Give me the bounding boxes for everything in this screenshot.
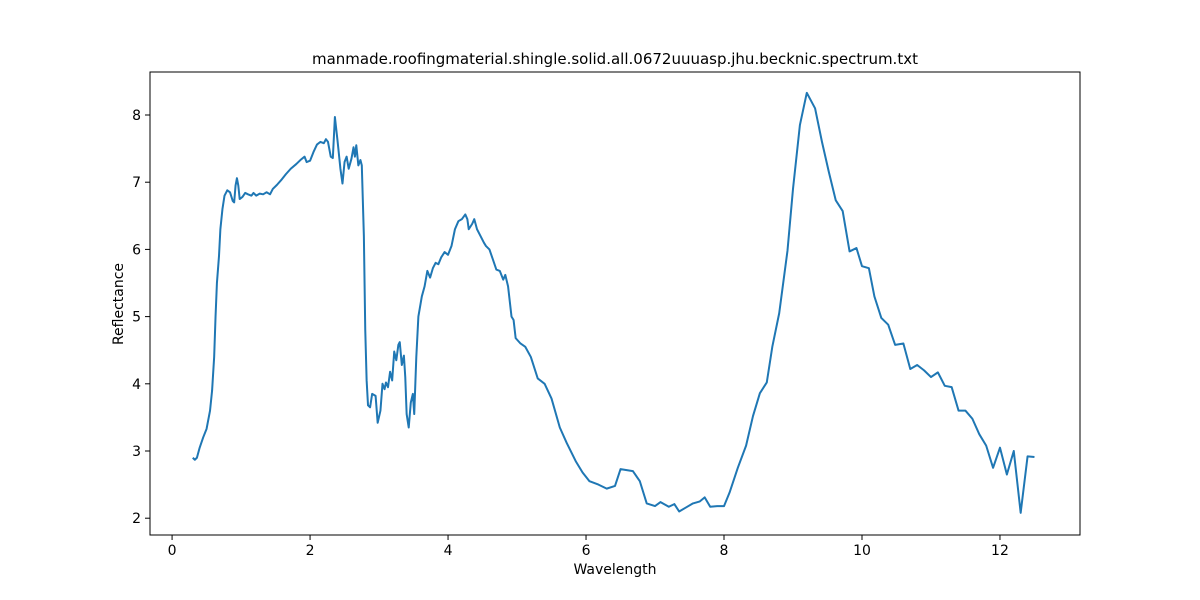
chart-title: manmade.roofingmaterial.shingle.solid.al… <box>312 50 918 68</box>
y-tick-label: 8 <box>132 108 141 124</box>
y-axis-label: Reflectance <box>111 263 127 345</box>
x-axis-label: Wavelength <box>573 562 656 578</box>
x-tick-label: 12 <box>991 543 1009 559</box>
x-tick-label: 2 <box>306 543 315 559</box>
x-tick-label: 10 <box>853 543 871 559</box>
plot-area: 0 2 4 6 8 10 12 2 3 4 5 6 7 8 <box>132 91 1035 559</box>
data-line <box>192 91 1035 514</box>
y-tick-label: 7 <box>132 175 141 191</box>
y-tick-label: 2 <box>132 511 141 527</box>
y-tick-label: 3 <box>132 444 141 460</box>
axes-frame <box>149 71 1081 536</box>
x-tick-label: 6 <box>582 543 591 559</box>
x-tick-label: 4 <box>444 543 453 559</box>
x-tick-label: 8 <box>720 543 729 559</box>
y-tick-label: 6 <box>132 242 141 258</box>
y-tick-label: 4 <box>132 377 141 393</box>
x-tick-label: 0 <box>168 543 177 559</box>
y-tick-label: 5 <box>132 310 141 326</box>
